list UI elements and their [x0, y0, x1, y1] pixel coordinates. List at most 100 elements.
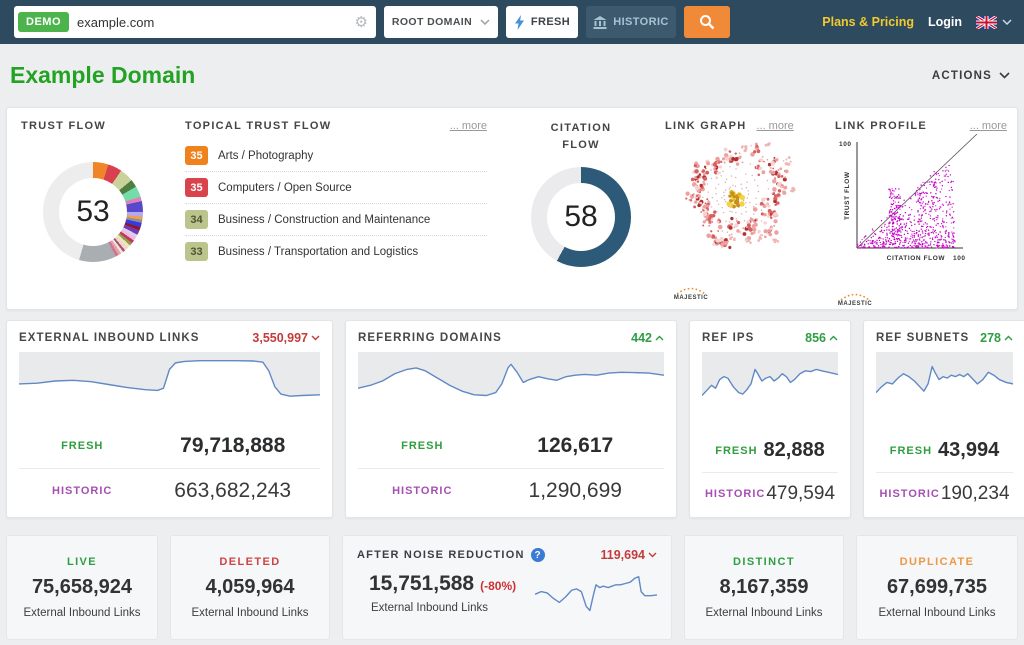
historic-value: 479,594 — [766, 483, 836, 504]
trend-sparkline — [19, 352, 320, 397]
trust-flow-section: TRUST FLOW 53 — [7, 108, 185, 309]
topical-topic-label: Arts / Photography — [218, 149, 314, 162]
citation-flow-title: CITATION FLOW — [550, 122, 612, 151]
top-bar-right: Plans & Pricing Login — [822, 15, 1012, 29]
trust-flow-title: TRUST FLOW — [21, 120, 107, 132]
link-profile-section: LINK PROFILE ... more 100 100 TRUST FLOW CI… — [835, 108, 1017, 309]
card-title: REFERRING DOMAINS — [358, 332, 502, 344]
link-profile-thumbnail[interactable]: 100 100 TRUST FLOW CITATION FLOW — [835, 134, 995, 276]
actions-dropdown[interactable]: ACTIONS — [932, 70, 1010, 82]
fresh-row: FRESH 43,994 — [876, 435, 1013, 472]
fresh-label: FRESH — [889, 444, 933, 457]
duplicate-sub-label: External Inbound Links — [878, 607, 996, 619]
majestic-arc-icon — [840, 293, 870, 301]
deleted-label: DELETED — [219, 556, 281, 568]
search-icon — [700, 15, 715, 30]
bottom-row: LIVE 75,658,924 External Inbound Links D… — [6, 535, 1018, 640]
watermark-label: MAJESTIC — [837, 301, 873, 307]
delta-value: 3,550,997 — [252, 331, 308, 345]
external-inbound-links-card: EXTERNAL INBOUND LINKS 3,550,997 FRESH 7… — [6, 320, 333, 518]
link-profile-more-link[interactable]: ... more — [969, 120, 1007, 132]
search-button[interactable] — [684, 6, 730, 38]
citation-flow-value: 58 — [564, 200, 598, 233]
gear-icon[interactable]: ⚙ — [354, 13, 368, 31]
topical-score-badge: 35 — [185, 178, 208, 197]
topical-item[interactable]: 33 Business / Transportation and Logistic… — [185, 236, 487, 267]
duplicate-label: DUPLICATE — [899, 556, 975, 568]
svg-text:TRUST FLOW: TRUST FLOW — [844, 171, 851, 220]
card-title: REF IPS — [702, 332, 755, 344]
demo-badge: DEMO — [18, 12, 69, 32]
topical-item[interactable]: 34 Business / Construction and Maintenanc… — [185, 204, 487, 236]
topical-item[interactable]: 35 Arts / Photography — [185, 140, 487, 172]
historic-row: HISTORIC 1,290,699 — [358, 468, 664, 509]
noise-percent: (-80%) — [480, 579, 517, 593]
topical-topic-label: Business / Construction and Maintenance — [218, 213, 431, 226]
lightning-icon — [514, 14, 524, 30]
chevron-up-icon — [1004, 335, 1013, 341]
trust-flow-value: 53 — [76, 195, 110, 228]
fresh-value: 79,718,888 — [180, 434, 286, 457]
bank-icon — [593, 15, 607, 29]
trend-sparkline — [876, 352, 1013, 394]
link-graph-more-link[interactable]: ... more — [756, 120, 794, 132]
chevron-down-icon — [999, 72, 1010, 79]
historic-label: HISTORIC — [879, 488, 940, 500]
scope-select[interactable]: ROOT DOMAIN — [384, 6, 498, 38]
historic-value: 1,290,699 — [528, 479, 622, 502]
delta-value: 442 — [631, 331, 652, 345]
duplicate-value: 67,699,735 — [886, 576, 988, 598]
domain-search-input[interactable] — [77, 14, 355, 30]
live-links-card: LIVE 75,658,924 External Inbound Links — [6, 535, 158, 640]
link-graph-thumbnail[interactable] — [665, 132, 815, 277]
link-graph-section: LINK GRAPH ... more MAJESTIC — [665, 108, 835, 309]
link-profile-title: LINK PROFILE — [835, 120, 927, 132]
delta-value: 119,694 — [600, 548, 646, 562]
delta-toggle[interactable]: 856 — [805, 331, 838, 345]
historic-row: HISTORIC 663,682,243 — [19, 468, 320, 509]
topical-trust-flow-title: TOPICAL TRUST FLOW — [185, 120, 332, 132]
overview-panel: TRUST FLOW 53 TOPICAL TRUST FLOW ... mor… — [6, 107, 1018, 310]
historic-index-button[interactable]: HISTORIC — [586, 6, 676, 38]
topical-item[interactable]: 35 Computers / Open Source — [185, 172, 487, 204]
fresh-index-button[interactable]: FRESH — [506, 6, 578, 38]
chevron-down-icon — [480, 19, 490, 25]
topical-more-link[interactable]: ... more — [449, 120, 487, 132]
plans-pricing-link[interactable]: Plans & Pricing — [822, 15, 914, 29]
deleted-sub-label: External Inbound Links — [191, 607, 309, 619]
delta-toggle[interactable]: 278 — [980, 331, 1013, 345]
chevron-up-icon — [655, 335, 664, 341]
card-title: EXTERNAL INBOUND LINKS — [19, 332, 200, 344]
login-link[interactable]: Login — [927, 15, 962, 29]
topical-score-badge: 35 — [185, 146, 208, 165]
svg-text:100: 100 — [839, 141, 852, 148]
language-selector[interactable] — [976, 15, 1012, 29]
scope-select-label: ROOT DOMAIN — [391, 16, 473, 28]
fresh-row: FRESH 79,718,888 — [19, 428, 320, 468]
distinct-sub-label: External Inbound Links — [705, 607, 823, 619]
help-icon[interactable]: ? — [530, 548, 545, 562]
historic-value: 663,682,243 — [174, 479, 292, 502]
historic-label: HISTORIC — [52, 485, 113, 497]
svg-text:100: 100 — [953, 255, 966, 262]
historic-label: HISTORIC — [704, 488, 766, 500]
link-graph-title: LINK GRAPH — [665, 120, 747, 132]
delta-toggle[interactable]: 442 — [631, 331, 664, 345]
topical-score-badge: 34 — [185, 210, 208, 229]
delta-toggle[interactable]: 3,550,997 — [252, 331, 320, 345]
card-title: REF SUBNETS — [876, 332, 970, 344]
page-header: Example Domain ACTIONS — [0, 44, 1024, 105]
delta-toggle[interactable]: 119,694 — [601, 548, 658, 562]
top-bar: DEMO ⚙ ROOT DOMAIN FRESH HISTORIC — [0, 0, 1024, 44]
fresh-label: FRESH — [715, 444, 758, 457]
live-value: 75,658,924 — [31, 576, 133, 598]
distinct-links-card: DISTINCT 8,167,359 External Inbound Link… — [684, 535, 844, 640]
ref-subnets-card: REF SUBNETS 278 FRESH 43,994 HISTORIC 19… — [863, 320, 1024, 518]
topical-list: 35 Arts / Photography 35 Computers / Open S… — [185, 140, 487, 267]
delta-value: 856 — [805, 331, 826, 345]
topical-score-badge: 33 — [185, 242, 208, 261]
chevron-down-icon — [1002, 19, 1012, 25]
majestic-watermark: MAJESTIC — [835, 293, 875, 307]
trend-sparkline — [702, 352, 838, 396]
noise-sub-label: External Inbound Links — [371, 602, 488, 614]
